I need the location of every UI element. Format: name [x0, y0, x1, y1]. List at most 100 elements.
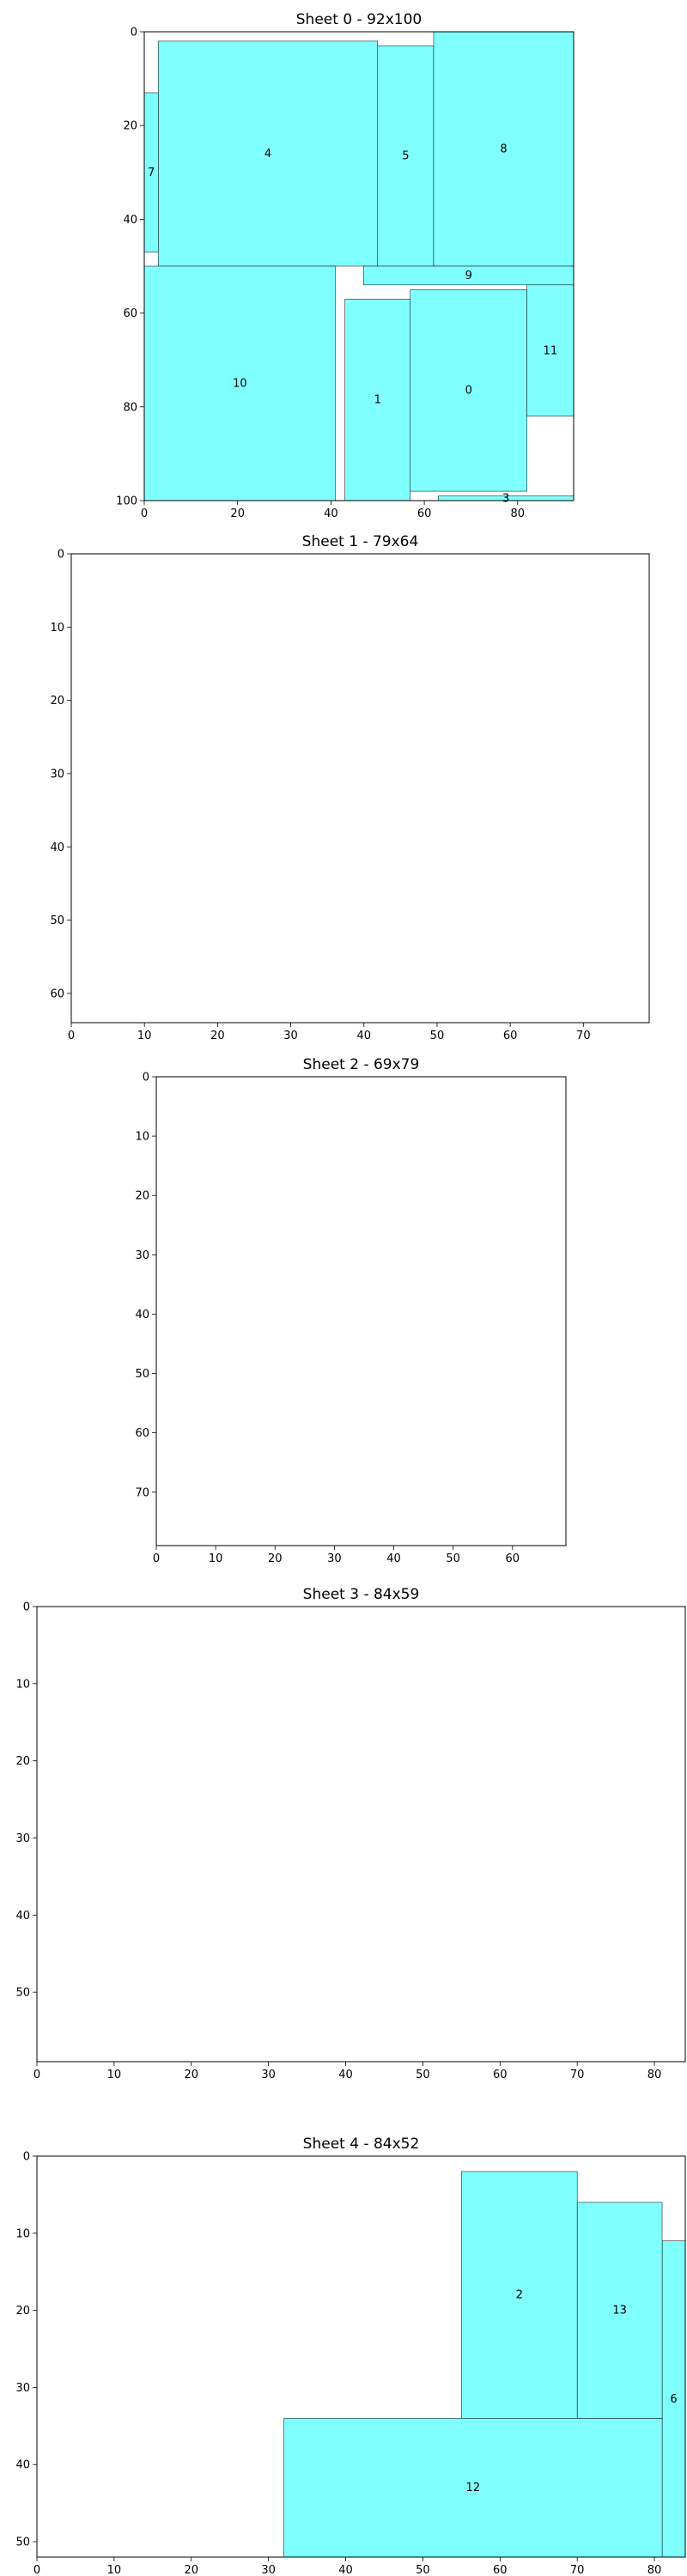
- sheet-3-xtick-label-30: 30: [261, 2069, 276, 2081]
- sheet-1-xtick-label-40: 40: [356, 1030, 371, 1042]
- sheet-2-ytick-label-20: 20: [135, 1190, 149, 1203]
- sheet-0-plot: Sheet 0 - 92x100 0 1 3 4 5 7 8 9 10 11 0 20 40 60 80 0 20…: [116, 11, 575, 520]
- sheet-0-piece-label-0: 0: [465, 385, 472, 398]
- sheet-4-ytick-label-0: 0: [23, 2151, 30, 2164]
- sheet-0-ytick-label-100: 100: [116, 495, 137, 508]
- sheet-0-piece-1: [344, 298, 411, 501]
- sheet-3-title: Sheet 3 - 84x59: [303, 1586, 420, 1603]
- sheet-2-ytick-label-30: 30: [135, 1249, 149, 1262]
- sheet-0-piece-5: [377, 46, 435, 267]
- sheet-2-ytick-label-60: 60: [135, 1427, 149, 1440]
- sheet-3-plot: Sheet 3 - 84x59 0 10 20 30 40 50 60 70 80 0 10 20 30 4…: [15, 1586, 686, 2081]
- sheet-0-title: Sheet 0 - 92x100: [296, 11, 422, 28]
- sheet-4-plot: Sheet 4 - 84x52 2 6 12 13 0 10 20 30 40 50 60 70 80 0 1…: [15, 2136, 686, 2576]
- sheet-0-piece-11: [526, 284, 575, 416]
- sheet-0-piece-label-7: 7: [148, 167, 155, 179]
- sheet-0-piece-10: [143, 265, 337, 501]
- sheet-4-xtick-label-80: 80: [647, 2564, 662, 2576]
- sheet-3-ytick-label-10: 10: [15, 1678, 30, 1691]
- sheet-4-piece-label-6: 6: [670, 2393, 677, 2406]
- sheet-2-ytick-label-40: 40: [135, 1309, 149, 1321]
- sheet-1-frame: [70, 553, 650, 1024]
- sheet-4-ytick-label-40: 40: [15, 2459, 30, 2472]
- sheet-4-ytick-label-30: 30: [15, 2382, 30, 2395]
- sheet-4-piece-label-2: 2: [516, 2289, 523, 2302]
- sheet-4-xtick-label-50: 50: [416, 2564, 430, 2576]
- sheet-2-title: Sheet 2 - 69x79: [303, 1056, 420, 1073]
- sheet-4-piece-2: [461, 2171, 578, 2419]
- sheet-0-ytick-label-40: 40: [123, 214, 137, 227]
- sheet-0-xtick-label-80: 80: [511, 507, 526, 520]
- sheet-0-ytick-label-0: 0: [131, 27, 137, 39]
- sheet-1-title: Sheet 1 - 79x64: [302, 533, 419, 550]
- sheet-2-xtick-label-0: 0: [153, 1552, 160, 1565]
- sheet-4-xtick-label-70: 70: [570, 2564, 585, 2576]
- sheet-3-xtick-label-70: 70: [570, 2069, 585, 2081]
- sheet-0-ytick-label-80: 80: [123, 401, 137, 414]
- sheet-0-ytick-label-20: 20: [123, 120, 137, 133]
- sheet-0-frame: [143, 31, 575, 501]
- sheet-0-xtick-label-20: 20: [230, 507, 245, 520]
- sheet-1-ytick-label-20: 20: [50, 695, 64, 708]
- sheet-1-ytick-label-0: 0: [58, 549, 64, 562]
- sheet-3-ytick-label-50: 50: [15, 1987, 30, 2000]
- sheet-0-piece-label-1: 1: [374, 394, 381, 407]
- sheet-1-ytick-label-30: 30: [50, 768, 64, 781]
- sheet-0-xtick-label-0: 0: [141, 507, 148, 520]
- sheet-1-ytick-label-60: 60: [50, 987, 64, 1000]
- sheet-4-piece-13: [576, 2202, 663, 2419]
- sheet-3-xtick-label-40: 40: [338, 2069, 353, 2081]
- sheet-4-ytick-label-10: 10: [15, 2227, 30, 2240]
- sheet-4-title: Sheet 4 - 84x52: [303, 2136, 420, 2153]
- sheet-4-frame: [36, 2155, 686, 2558]
- sheet-4-xtick-label-40: 40: [338, 2564, 353, 2576]
- sheet-4-ytick-label-50: 50: [15, 2537, 30, 2549]
- sheet-0-piece-label-3: 3: [502, 492, 509, 505]
- sheet-4-xtick-label-0: 0: [33, 2564, 40, 2576]
- sheet-1-xtick-label-20: 20: [210, 1030, 225, 1042]
- sheet-3-xtick-label-10: 10: [107, 2069, 122, 2081]
- sheet-2-xtick-label-10: 10: [209, 1552, 223, 1565]
- sheet-2-frame: [155, 1076, 567, 1546]
- sheet-1-xtick-label-0: 0: [68, 1030, 75, 1042]
- sheet-4-xtick-label-30: 30: [261, 2564, 276, 2576]
- sheet-3-ytick-label-20: 20: [15, 1755, 30, 1768]
- sheet-0-piece-label-10: 10: [233, 378, 247, 391]
- sheet-2-xtick-label-50: 50: [446, 1552, 460, 1565]
- sheet-3-xtick-label-50: 50: [416, 2069, 430, 2081]
- sheet-0-piece-label-8: 8: [500, 143, 507, 156]
- sheet-3-xtick-label-0: 0: [33, 2069, 40, 2081]
- sheet-0-xtick-label-40: 40: [324, 507, 338, 520]
- sheet-4-xtick-label-60: 60: [493, 2564, 508, 2576]
- sheet-3-xtick-label-20: 20: [184, 2069, 198, 2081]
- sheet-0-piece-0: [410, 289, 527, 492]
- sheet-1-plot: Sheet 1 - 79x64 0 10 20 30 40 50 60 70 0 10 20 30 40 5…: [50, 533, 650, 1042]
- sheet-4-piece-label-13: 13: [612, 2305, 627, 2318]
- sheet-3-ytick-label-40: 40: [15, 1910, 30, 1923]
- sheet-0-piece-label-4: 4: [264, 148, 271, 161]
- sheet-3-xtick-label-60: 60: [493, 2069, 508, 2081]
- sheet-4-xtick-label-10: 10: [107, 2564, 122, 2576]
- sheet-2-xtick-label-30: 30: [327, 1552, 342, 1565]
- sheet-4-xtick-label-20: 20: [184, 2564, 198, 2576]
- sheet-0-piece-label-9: 9: [465, 270, 472, 283]
- sheet-2-ytick-label-70: 70: [135, 1486, 149, 1499]
- sheet-3-ytick-label-30: 30: [15, 1832, 30, 1845]
- sheet-1-xtick-label-50: 50: [430, 1030, 445, 1042]
- sheet-1-xtick-label-30: 30: [283, 1030, 298, 1042]
- sheet-0-xtick-label-60: 60: [417, 507, 432, 520]
- sheet-0-piece-4: [158, 40, 378, 267]
- sheet-2-xtick-label-40: 40: [386, 1552, 401, 1565]
- sheet-3-frame: [36, 1606, 686, 2063]
- sheet-1-ytick-label-10: 10: [50, 622, 64, 635]
- sheet-4-piece-label-12: 12: [466, 2482, 481, 2494]
- sheet-4-piece-12: [283, 2418, 663, 2558]
- sheet-3-ytick-label-0: 0: [23, 1601, 30, 1614]
- sheet-1-ytick-label-40: 40: [50, 841, 64, 854]
- sheet-0-piece-8: [433, 31, 575, 267]
- sheet-0-piece-label-11: 11: [544, 344, 558, 357]
- sheet-2-ytick-label-0: 0: [143, 1072, 149, 1084]
- sheet-2-xtick-label-20: 20: [268, 1552, 283, 1565]
- sheet-2-ytick-label-50: 50: [135, 1368, 149, 1381]
- sheet-3-xtick-label-80: 80: [647, 2069, 662, 2081]
